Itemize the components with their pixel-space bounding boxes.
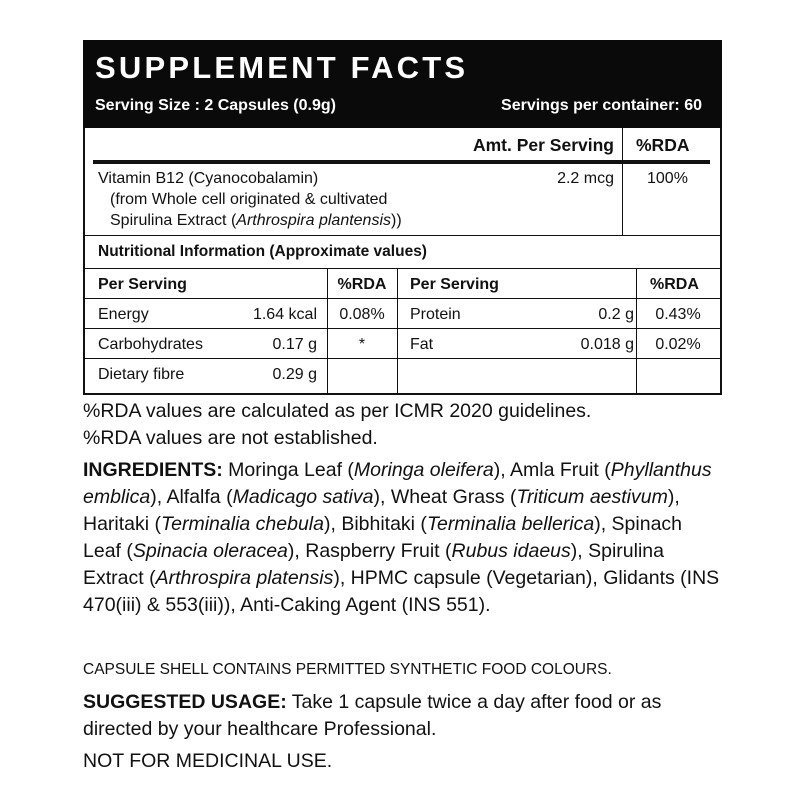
amount-per-serving-header: Amt. Per Serving [472, 135, 614, 155]
rda-header: %RDA [650, 276, 699, 293]
ingredient-text: ), HPMC capsule (Vegetarian), Glidants (… [83, 567, 720, 616]
ingredient-text: ), Haritaki ( [83, 486, 680, 535]
vitamin-rda: 100% [647, 170, 688, 187]
nutrition-rda-cell: * [358, 336, 366, 353]
usage-label: SUGGESTED USAGE: [83, 691, 287, 713]
divider [83, 298, 720, 299]
ingredient-species: Madicago sativa [232, 486, 374, 508]
source-text: Spirulina Extract ( [110, 212, 237, 229]
ingredient-species: Phyllanthus emblica [83, 459, 712, 508]
ingredients-label: INGREDIENTS: [83, 459, 223, 481]
ingredient-text: ), Raspberry Fruit ( [287, 540, 452, 562]
nutrition-value-cell: 0.018 g [580, 336, 634, 353]
ingredient-species: Moringa oleifera [353, 459, 494, 481]
nutrition-rda-cell: 0.08% [339, 306, 385, 323]
nutrition-name-cell: Energy [98, 306, 149, 323]
nutrition-name-cell: Carbohydrates [98, 336, 203, 353]
divider [397, 268, 398, 393]
rda-header: %RDA [636, 135, 690, 155]
nutrition-value-cell: 0.2 g [598, 306, 634, 323]
ingredient-species: Spinacia oleracea [132, 540, 288, 562]
nutrition-name-cell: Dietary fibre [98, 366, 185, 383]
source-text: )) [391, 212, 402, 229]
vitamin-name: Vitamin B12 (Cyanocobalamin) [98, 170, 319, 187]
ingredient-text: ), Bibhitaki ( [323, 513, 427, 535]
facts-header: SUPPLEMENT FACTS Serving Size : 2 Capsul… [83, 40, 722, 128]
nutrition-value-cell: 1.64 kcal [252, 306, 317, 323]
divider [622, 128, 623, 235]
divider [83, 328, 720, 329]
capsule-note: CAPSULE SHELL CONTAINS PERMITTED SYNTHET… [83, 661, 612, 678]
ingredient-text: ), Spinach Leaf ( [83, 513, 683, 562]
nutrition-name-cell: Protein [410, 306, 461, 323]
per-serving-header: Per Serving [98, 276, 187, 293]
vitamin-source-line2: Spirulina Extract (Arthrospira plantensi… [110, 212, 402, 230]
vitamin-source-line1: (from Whole cell originated & cultivated [110, 191, 388, 208]
source-species: Arthrospira plantensis [236, 212, 392, 229]
ingredient-text: Moringa Leaf ( [222, 459, 354, 481]
ingredient-species: Rubus idaeus [451, 540, 571, 562]
disclaimer: NOT FOR MEDICINAL USE. [83, 750, 333, 772]
usage-text: Take 1 capsule twice a day after food or… [83, 691, 662, 740]
nutrition-value-cell: 0.17 g [272, 336, 317, 353]
per-serving-header: Per Serving [410, 276, 499, 293]
nutrition-rda-cell: 0.02% [655, 336, 701, 353]
ingredient-text: ), Spirulina Extract ( [83, 540, 664, 589]
nutrition-title: Nutritional Information (Approximate val… [98, 243, 427, 260]
serving-size: Serving Size : 2 Capsules (0.9g) [95, 97, 336, 114]
divider [83, 268, 720, 269]
divider [636, 268, 637, 393]
nutrition-rda-cell: 0.43% [655, 306, 701, 323]
rda-note: %RDA values are calculated as per ICMR 2… [83, 400, 592, 422]
nutrition-name-cell: Fat [410, 336, 434, 353]
divider [83, 358, 720, 359]
vitamin-amount: 2.2 mcg [557, 170, 614, 187]
nutrition-value-cell: 0.29 g [272, 366, 317, 383]
facts-title: SUPPLEMENT FACTS [95, 50, 469, 85]
ingredients: INGREDIENTS: Moringa Leaf (Moringa oleif… [83, 457, 723, 619]
thick-divider [93, 160, 710, 164]
servings-per-container: Servings per container: 60 [501, 97, 702, 114]
ingredient-text: ), Wheat Grass ( [373, 486, 517, 508]
ingredient-species: Arthrospira platensis [155, 567, 334, 589]
ingredient-text: ), Alfalfa ( [150, 486, 233, 508]
rda-header: %RDA [337, 276, 387, 293]
suggested-usage: SUGGESTED USAGE: Take 1 capsule twice a … [83, 689, 708, 743]
ingredient-text: ), Amla Fruit ( [493, 459, 611, 481]
divider [327, 268, 328, 393]
ingredient-species: Terminalia bellerica [426, 513, 595, 535]
rda-note: %RDA values are not established. [83, 427, 378, 449]
ingredient-species: Triticum aestivum [516, 486, 668, 508]
ingredient-species: Terminalia chebula [161, 513, 324, 535]
divider [83, 235, 720, 236]
